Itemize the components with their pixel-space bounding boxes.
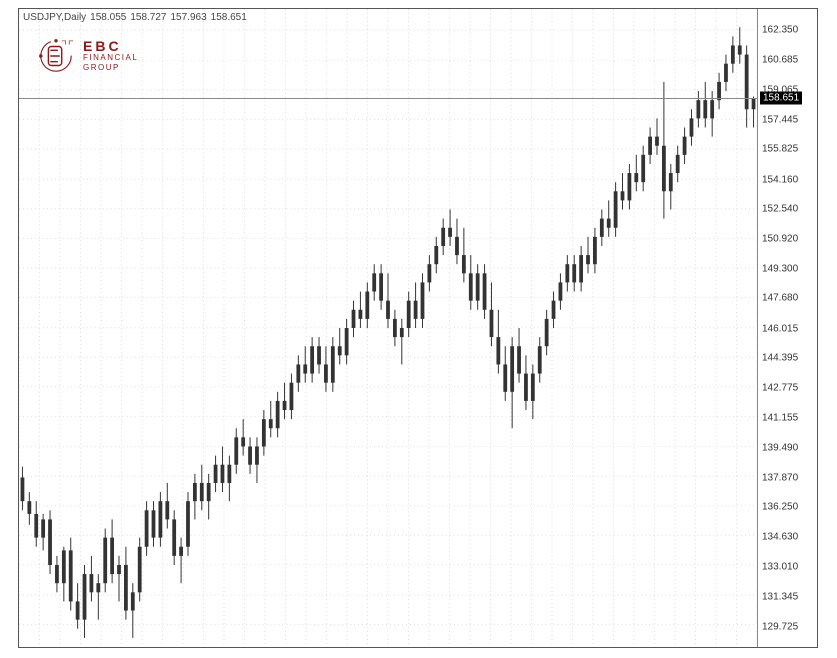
y-tick-label: 150.920 [762, 234, 798, 245]
chart-svg [19, 9, 757, 647]
y-tick-label: 136.250 [762, 502, 798, 513]
logo-main: EBC [83, 39, 138, 53]
y-tick-label: 139.490 [762, 443, 798, 454]
close-value: 158.651 [211, 12, 247, 23]
y-tick-label: 129.725 [762, 621, 798, 632]
y-tick-label: 154.160 [762, 174, 798, 185]
chart-plot-area[interactable] [19, 9, 757, 647]
low-value: 157.963 [170, 12, 206, 23]
current-price-line [19, 98, 757, 99]
y-tick-label: 141.155 [762, 412, 798, 423]
y-tick-label: 152.540 [762, 204, 798, 215]
y-tick-label: 142.775 [762, 382, 798, 393]
open-value: 158.055 [90, 12, 126, 23]
y-tick-label: 149.300 [762, 263, 798, 274]
y-tick-label: 157.445 [762, 114, 798, 125]
y-axis: 158.651 162.350160.685159.065157.445155.… [757, 9, 817, 647]
logo-sub2: GROUP [83, 63, 138, 73]
y-tick-label: 147.680 [762, 293, 798, 304]
y-tick-label: 133.010 [762, 561, 798, 572]
y-tick-label: 144.395 [762, 353, 798, 364]
symbol-label: USDJPY,Daily [23, 12, 86, 23]
chart-container: USDJPY,Daily 158.055 158.727 157.963 158… [18, 8, 818, 648]
y-tick-label: 159.065 [762, 85, 798, 96]
y-tick-label: 146.015 [762, 323, 798, 334]
y-tick-label: 155.825 [762, 144, 798, 155]
y-tick-label: 137.870 [762, 472, 798, 483]
ebc-logo-icon [37, 37, 75, 75]
high-value: 158.727 [130, 12, 166, 23]
logo-sub1: FINANCIAL [83, 53, 138, 63]
logo: EBC FINANCIAL GROUP [37, 37, 138, 75]
y-tick-label: 131.345 [762, 591, 798, 602]
y-tick-label: 134.630 [762, 531, 798, 542]
y-tick-label: 162.350 [762, 25, 798, 36]
y-tick-label: 160.685 [762, 55, 798, 66]
logo-text: EBC FINANCIAL GROUP [83, 39, 138, 72]
chart-header: USDJPY,Daily 158.055 158.727 157.963 158… [19, 9, 817, 25]
